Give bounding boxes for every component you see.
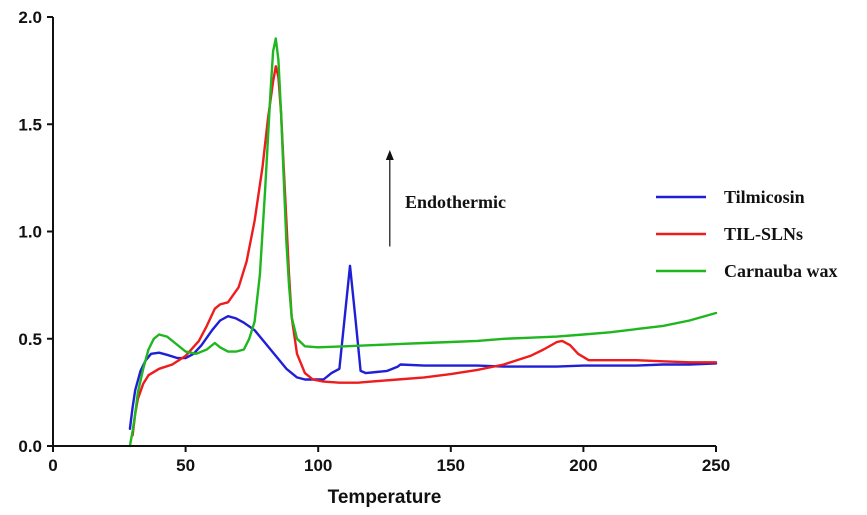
series-line-til-slns — [131, 65, 718, 437]
y-ticks: 0.0 0.5 1.0 1.5 2.0 — [18, 8, 53, 456]
legend-label: Tilmicosin — [724, 187, 805, 207]
x-axis-title: Temperature — [328, 487, 442, 508]
series-line-tilmicosin — [128, 264, 718, 430]
endothermic-arrowhead — [385, 149, 394, 160]
x-tick-label: 100 — [304, 456, 332, 475]
legend-label: Carnauba wax — [724, 261, 838, 281]
endothermic-label: Endothermic — [405, 192, 506, 212]
y-tick-label: 1.0 — [18, 223, 42, 242]
y-tick-label: 0.5 — [18, 330, 42, 349]
legend-item-til-slns: TIL-SLNs — [656, 224, 803, 244]
legend-label: TIL-SLNs — [724, 224, 803, 244]
x-ticks: 0 50 100 150 200 250 — [48, 446, 730, 475]
series-line-carnauba-wax — [128, 37, 718, 448]
x-tick-label: 250 — [702, 456, 730, 475]
legend: Tilmicosin TIL-SLNs Carnauba wax — [656, 187, 838, 281]
y-tick-label: 2.0 — [18, 8, 42, 27]
x-tick-label: 0 — [48, 456, 57, 475]
x-tick-label: 200 — [569, 456, 597, 475]
plot-area — [128, 37, 718, 448]
endothermic-annotation: Endothermic — [385, 149, 506, 247]
y-tick-label: 0.0 — [18, 437, 42, 456]
legend-item-carnauba-wax: Carnauba wax — [656, 261, 838, 281]
legend-item-tilmicosin: Tilmicosin — [656, 187, 805, 207]
x-tick-label: 50 — [176, 456, 195, 475]
axes: 0 50 100 150 200 250 0.0 0.5 1.0 1.5 2.0 Temperat… — [18, 8, 730, 508]
x-tick-label: 150 — [437, 456, 465, 475]
y-tick-label: 1.5 — [18, 115, 42, 134]
